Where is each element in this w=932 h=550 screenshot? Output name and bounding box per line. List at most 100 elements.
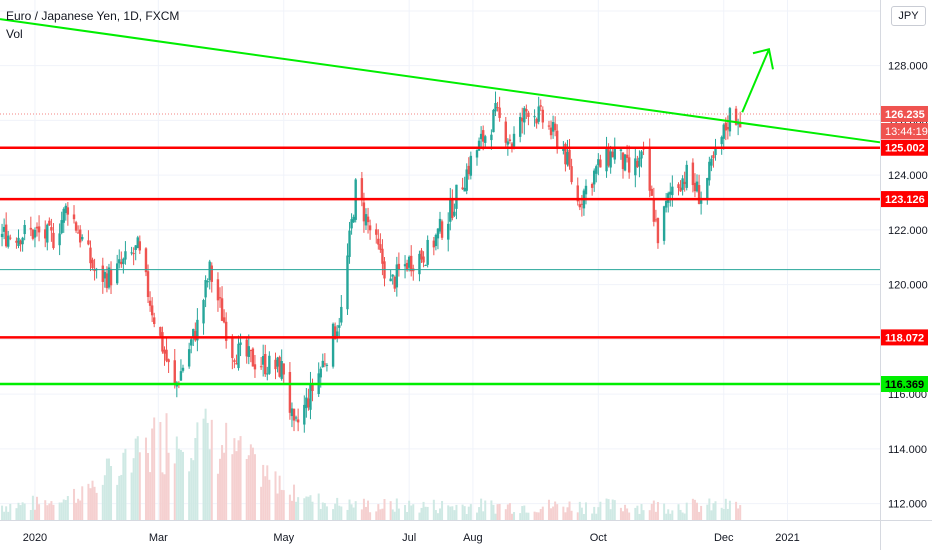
volume-bar — [190, 458, 193, 520]
candle-body — [52, 232, 55, 249]
volume-bar — [432, 499, 435, 520]
candle-body — [321, 360, 325, 368]
candle-body — [484, 136, 487, 143]
volume-bar — [3, 511, 6, 520]
volume-bar — [654, 511, 657, 520]
volume-bar — [319, 508, 322, 520]
candle-body — [397, 263, 401, 270]
candle-body — [570, 166, 573, 183]
candle-body — [377, 238, 380, 245]
price-tick-label: 112.000 — [888, 499, 927, 511]
candle-body — [58, 233, 61, 246]
volume-bar — [595, 513, 598, 520]
currency-badge[interactable]: JPY — [891, 6, 926, 26]
candle-body — [81, 236, 84, 240]
volume-bar — [81, 486, 84, 520]
candle-body — [512, 133, 516, 147]
candle-body — [101, 265, 105, 282]
volume-bar — [239, 436, 242, 520]
candle-body — [89, 247, 92, 264]
volume-bar — [566, 507, 569, 520]
volume-bar — [467, 506, 470, 520]
volume-bar — [221, 445, 224, 520]
volume-bar — [496, 504, 499, 520]
volume-bar — [722, 509, 725, 520]
candle-body — [714, 147, 717, 156]
candle-body — [165, 349, 168, 361]
candle-body — [210, 265, 213, 282]
candle-body — [590, 183, 594, 188]
volume-bar — [266, 465, 269, 520]
volume-bar — [383, 499, 386, 520]
volume-bar — [677, 504, 680, 520]
candle-body — [103, 272, 107, 279]
candle-body — [208, 261, 211, 281]
volume-bar — [249, 444, 252, 520]
volume-bar — [533, 511, 536, 520]
volume-bar — [582, 513, 585, 520]
candle-body — [595, 166, 598, 174]
candle-body — [276, 357, 279, 367]
volume-bar — [46, 505, 49, 520]
candle-body — [461, 187, 464, 190]
volume-bar — [513, 512, 516, 520]
candle-body — [190, 339, 193, 346]
volume-bar — [580, 507, 583, 520]
candle-body — [685, 164, 688, 188]
volume-bar — [498, 503, 501, 520]
candle-body — [251, 348, 255, 367]
volume-bar — [726, 508, 729, 520]
volume-bar — [693, 499, 696, 520]
volume-bar — [311, 501, 314, 520]
volume-bar — [698, 511, 701, 520]
volume-bar — [652, 500, 655, 520]
volume-bar — [455, 504, 458, 520]
volume-bar — [297, 497, 300, 520]
volume-bar — [478, 507, 481, 520]
price-tick-label: 116.000 — [888, 389, 927, 401]
candle-body — [222, 317, 226, 323]
candle-body — [274, 359, 277, 370]
volume-bar — [391, 509, 394, 520]
volume-bar — [447, 505, 450, 520]
volume-bar — [527, 512, 530, 520]
volume-bar — [192, 460, 195, 520]
volume-bar — [364, 506, 367, 520]
volume-bar — [216, 473, 219, 520]
candle-body — [695, 181, 699, 192]
volume-bar — [393, 511, 396, 520]
candle-body — [202, 300, 205, 324]
volume-bar — [521, 506, 524, 520]
candle-body — [677, 184, 680, 188]
candle-body — [449, 199, 452, 222]
candle-body — [181, 367, 185, 371]
volume-bar — [665, 513, 668, 520]
volume-bar — [564, 512, 567, 520]
candle-body — [362, 202, 366, 222]
candle-body — [366, 216, 370, 223]
candle-body — [282, 363, 285, 375]
volume-bar — [739, 505, 742, 520]
volume-bar — [708, 498, 711, 520]
candle-body — [17, 237, 20, 246]
candle-body — [150, 305, 154, 316]
volume-bar — [163, 474, 166, 520]
candle-body — [607, 149, 610, 166]
volume-bar — [210, 419, 213, 520]
volume-bar — [64, 500, 67, 520]
volume-bar — [274, 471, 277, 520]
candle-body — [303, 404, 306, 425]
candle-body — [578, 204, 582, 208]
volume-bar — [397, 508, 400, 520]
candle-body — [426, 239, 429, 265]
candle-body — [576, 185, 579, 202]
volume-bar — [510, 513, 513, 520]
volume-bar — [303, 498, 306, 520]
level-badge — [881, 329, 928, 346]
volume-bar — [179, 449, 182, 520]
candle-body — [138, 241, 142, 251]
volume-bar — [712, 503, 715, 520]
volume-bar — [36, 496, 39, 520]
volume-bar — [369, 512, 372, 520]
